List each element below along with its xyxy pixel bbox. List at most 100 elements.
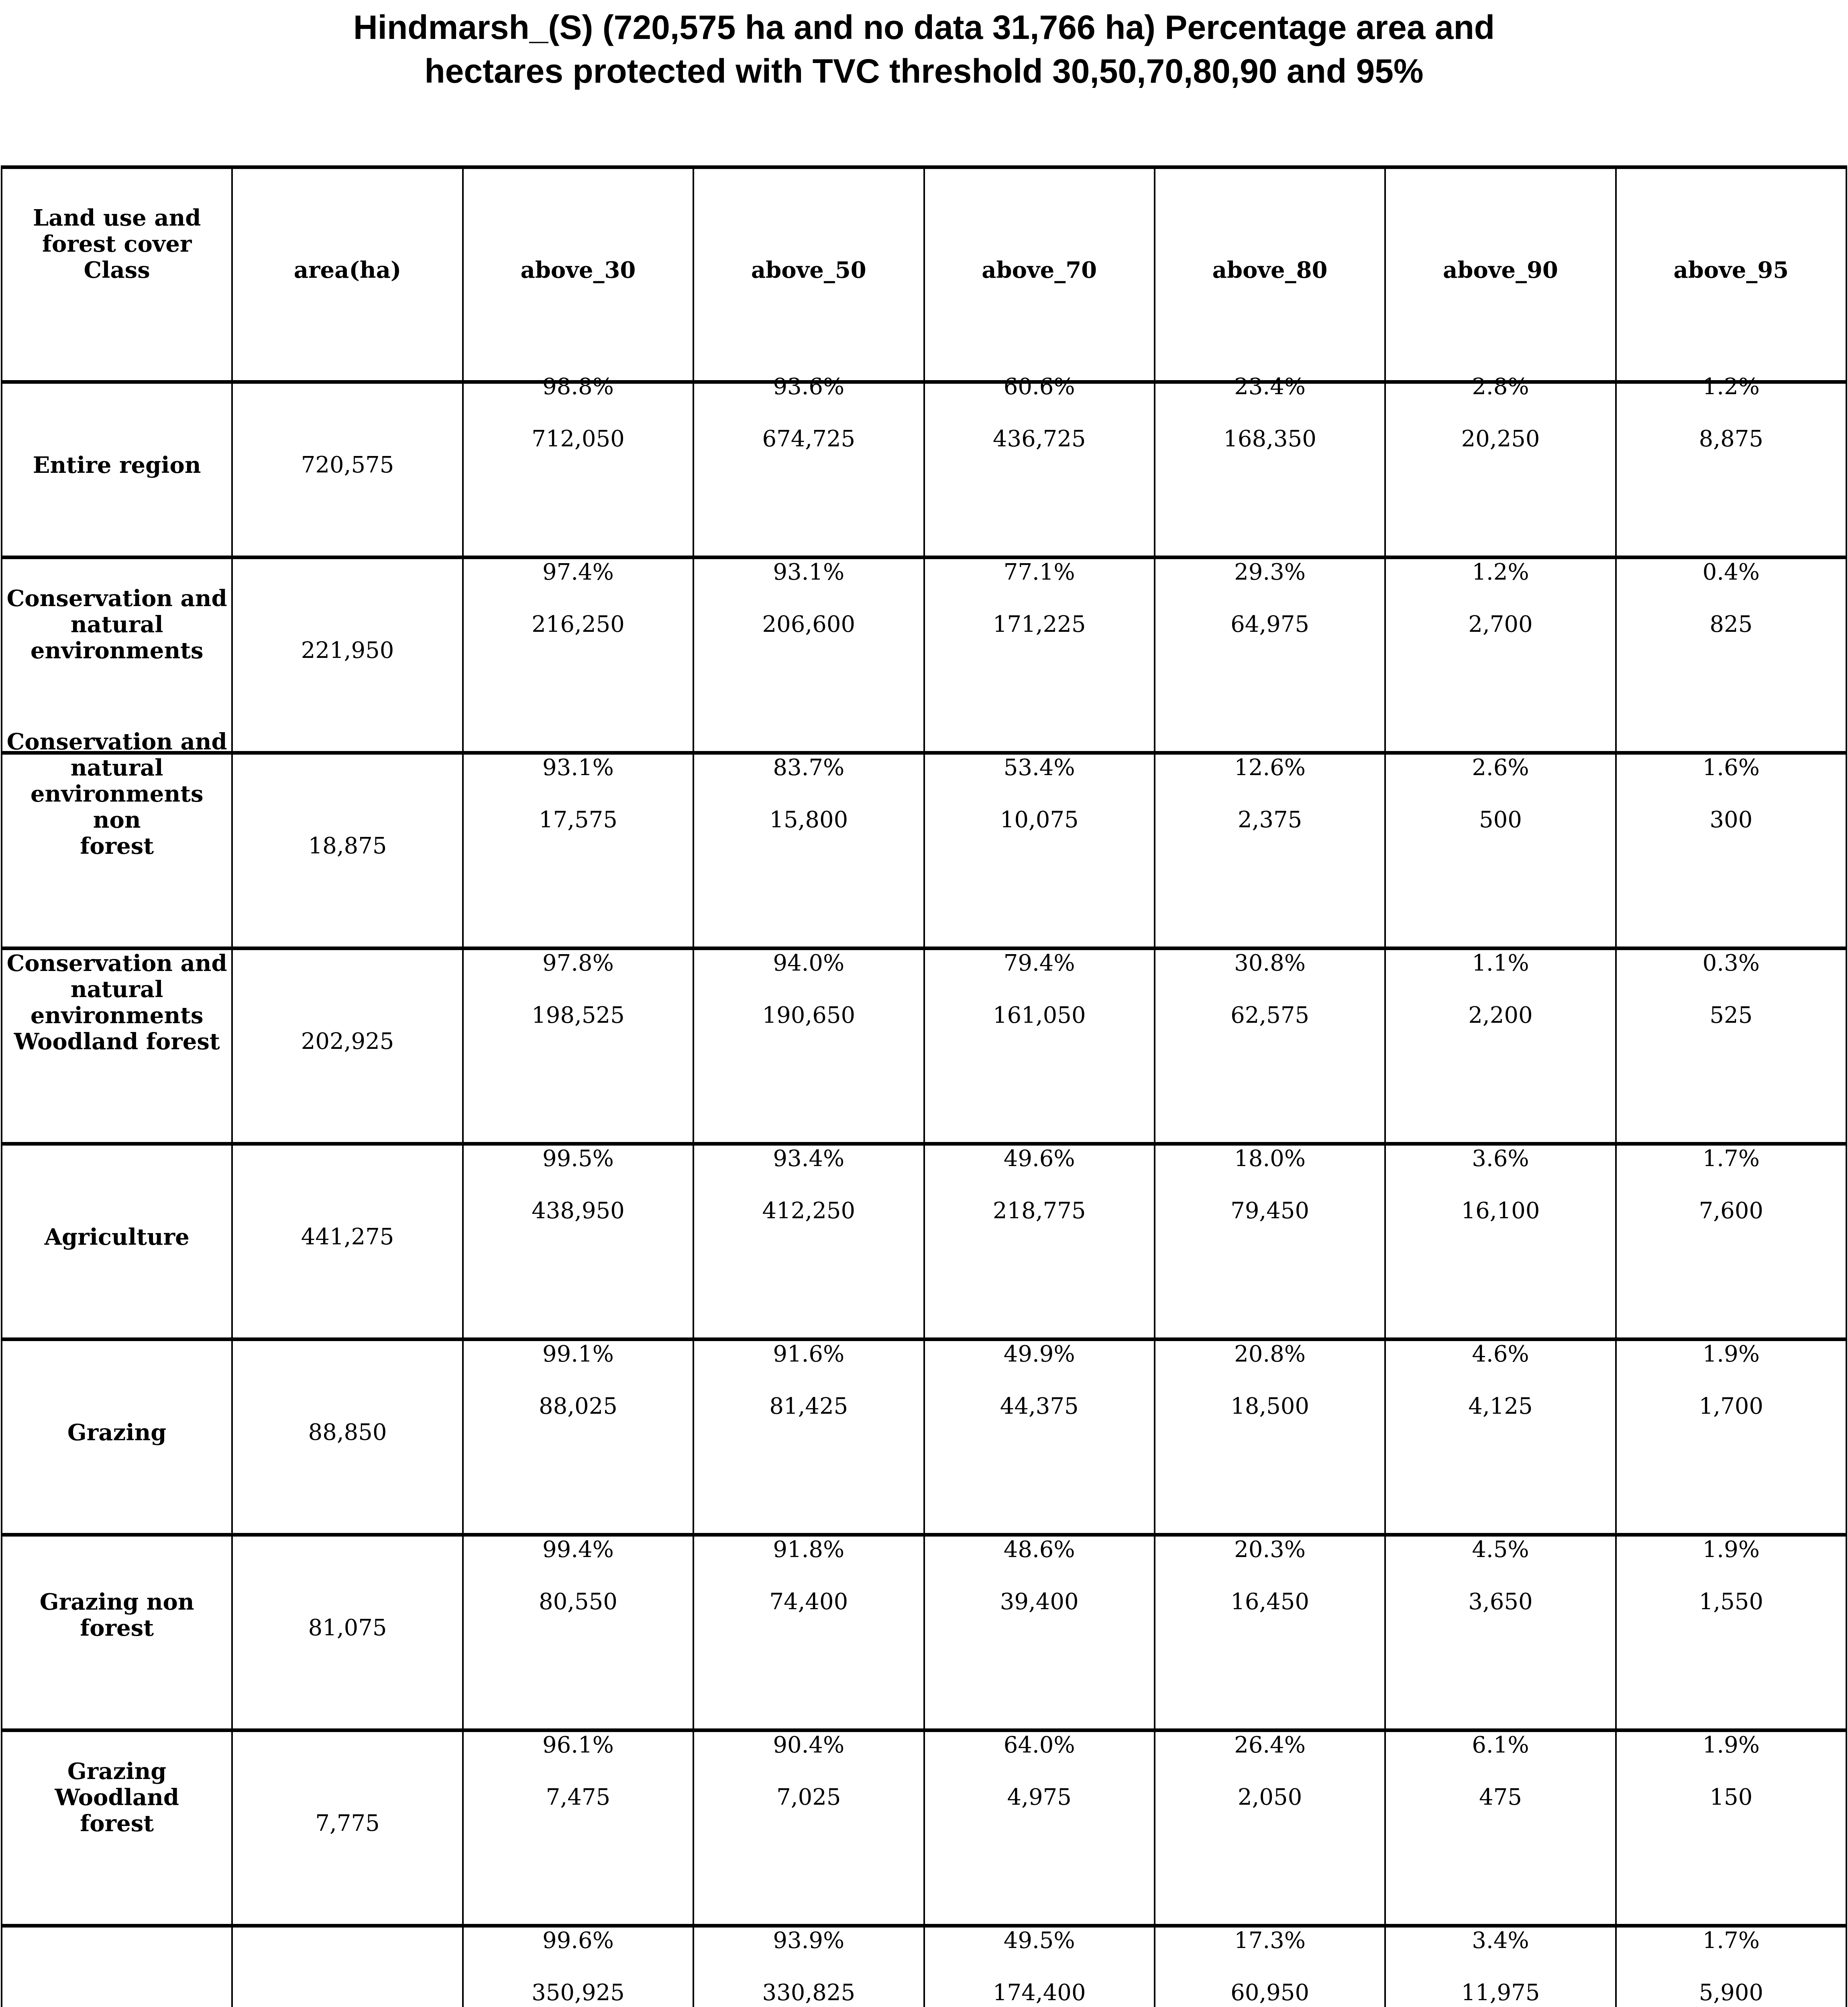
value-cell: 2.8% 20,250 bbox=[1384, 374, 1617, 559]
hectares-value: 17,575 bbox=[538, 807, 617, 833]
percent-value: 2.6% bbox=[1472, 755, 1529, 781]
percent-value: 90.4% bbox=[773, 1732, 845, 1759]
hectares-value: 79,450 bbox=[1231, 1198, 1310, 1224]
value-cell: 64.0% 4,975 bbox=[923, 1728, 1155, 1928]
hectares-value: 216,250 bbox=[532, 611, 625, 638]
area-value: 352,425 bbox=[236, 2006, 458, 2007]
hectares-value: 7,600 bbox=[1699, 1198, 1763, 1224]
percent-value: 99.6% bbox=[542, 1928, 614, 1954]
hectares-value: 44,375 bbox=[1000, 1393, 1079, 1420]
value-cell: 2.6% 500 bbox=[1384, 751, 1617, 950]
value-cell: 49.5% 174,400 bbox=[923, 1924, 1155, 2007]
value-cell: 30.8% 62,575 bbox=[1153, 947, 1386, 1146]
value-cell: 26.4% 2,050 bbox=[1153, 1728, 1386, 1928]
value-cell: 93.6% 674,725 bbox=[693, 374, 925, 559]
value-cell: 49.6% 218,775 bbox=[923, 1142, 1155, 1341]
hectares-value: 168,350 bbox=[1223, 426, 1316, 452]
percent-value: 1.9% bbox=[1702, 1341, 1760, 1368]
value-cell: 99.1% 88,025 bbox=[462, 1337, 695, 1537]
hectares-value: 330,825 bbox=[762, 1980, 856, 2006]
hectares-value: 4,125 bbox=[1468, 1393, 1533, 1420]
percent-value: 77.1% bbox=[1003, 559, 1075, 586]
value-cell: 99.6% 350,925 bbox=[462, 1924, 695, 2007]
table-row: Grazing Woodland forest 7,775 96.1% 7,47… bbox=[0, 1728, 1848, 1928]
hectares-value: 198,525 bbox=[532, 1002, 625, 1029]
value-cell: 1.7% 7,600 bbox=[1615, 1142, 1848, 1341]
value-cell: 60.6% 436,725 bbox=[923, 374, 1155, 559]
hectares-value: 11,975 bbox=[1461, 1980, 1540, 2006]
percent-value: 49.9% bbox=[1003, 1341, 1075, 1368]
value-cell: 97.4% 216,250 bbox=[462, 556, 695, 755]
percent-value: 1.2% bbox=[1472, 559, 1529, 586]
value-cell: 23.4% 168,350 bbox=[1153, 374, 1386, 559]
percent-value: 1.7% bbox=[1702, 1928, 1760, 1954]
hectares-value: 500 bbox=[1479, 807, 1522, 833]
percent-value: 91.8% bbox=[773, 1537, 845, 1563]
value-cell: 83.7% 15,800 bbox=[693, 751, 925, 950]
value-cell: 18.0% 79,450 bbox=[1153, 1142, 1386, 1341]
value-cell: 48.6% 39,400 bbox=[923, 1533, 1155, 1732]
value-cell: 98.8% 712,050 bbox=[462, 374, 695, 559]
hectares-value: 2,050 bbox=[1237, 1784, 1302, 1811]
value-cell: 91.8% 74,400 bbox=[693, 1533, 925, 1732]
percent-value: 1.9% bbox=[1702, 1537, 1760, 1563]
value-cell: 1.6% 300 bbox=[1615, 751, 1848, 950]
hectares-value: 4,975 bbox=[1007, 1784, 1072, 1811]
column-header-above-50: above_50 bbox=[751, 257, 866, 284]
percent-value: 20.3% bbox=[1234, 1537, 1306, 1563]
percent-value: 98.8% bbox=[542, 374, 614, 400]
percent-value: 30.8% bbox=[1234, 950, 1306, 977]
hectares-value: 74,400 bbox=[769, 1589, 848, 1615]
percent-value: 79.4% bbox=[1003, 950, 1075, 977]
value-cell: 1.9% 150 bbox=[1615, 1728, 1848, 1928]
percent-value: 99.5% bbox=[542, 1146, 614, 1172]
percent-value: 20.8% bbox=[1234, 1341, 1306, 1368]
percent-value: 23.4% bbox=[1234, 374, 1306, 400]
hectares-value: 412,250 bbox=[762, 1198, 856, 1224]
percent-value: 26.4% bbox=[1234, 1732, 1306, 1759]
table-row: Agriculture 441,275 99.5% 438,950 93.4% … bbox=[0, 1142, 1848, 1341]
column-header-above-80: above_80 bbox=[1212, 257, 1328, 284]
table-row: Grazing 88,850 99.1% 88,025 91.6% 81,425… bbox=[0, 1337, 1848, 1537]
percent-value: 93.6% bbox=[773, 374, 845, 400]
percent-value: 29.3% bbox=[1234, 559, 1306, 586]
landuse-class-label: Conservation and natural environments Wo… bbox=[6, 950, 227, 1055]
hectares-value: 2,200 bbox=[1468, 1002, 1533, 1029]
percent-value: 64.0% bbox=[1003, 1732, 1075, 1759]
percent-value: 49.5% bbox=[1003, 1928, 1075, 1954]
hectares-value: 674,725 bbox=[762, 426, 856, 452]
hectares-value: 2,700 bbox=[1468, 611, 1533, 638]
percent-value: 83.7% bbox=[773, 755, 845, 781]
landuse-class-label: Entire region bbox=[33, 452, 201, 479]
value-cell: 4.6% 4,125 bbox=[1384, 1337, 1617, 1537]
percent-value: 4.6% bbox=[1472, 1341, 1529, 1368]
hectares-value: 81,425 bbox=[769, 1393, 848, 1420]
column-header-area: area(ha) bbox=[293, 257, 401, 284]
hectares-value: 16,100 bbox=[1461, 1198, 1540, 1224]
table-row: Conservation and natural environments no… bbox=[0, 729, 1848, 950]
hectares-value: 218,775 bbox=[992, 1198, 1086, 1224]
value-cell: 1.7% 5,900 bbox=[1615, 1924, 1848, 2007]
value-cell: 4.5% 3,650 bbox=[1384, 1533, 1617, 1732]
value-cell: 53.4% 10,075 bbox=[923, 751, 1155, 950]
column-header-above-95: above_95 bbox=[1673, 257, 1789, 284]
percent-value: 93.1% bbox=[773, 559, 845, 586]
percent-value: 96.1% bbox=[542, 1732, 614, 1759]
percent-value: 6.1% bbox=[1472, 1732, 1529, 1759]
landuse-class-label: Cropping bbox=[6, 2006, 228, 2007]
percent-value: 17.3% bbox=[1234, 1928, 1306, 1954]
hectares-value: 300 bbox=[1709, 807, 1753, 833]
hectares-value: 206,600 bbox=[762, 611, 856, 638]
percent-value: 4.5% bbox=[1472, 1537, 1529, 1563]
hectares-value: 350,925 bbox=[532, 1980, 625, 2006]
hectares-value: 80,550 bbox=[538, 1589, 617, 1615]
landuse-class-label: Agriculture bbox=[44, 1224, 189, 1251]
value-cell: 12.6% 2,375 bbox=[1153, 751, 1386, 950]
value-cell: 93.4% 412,250 bbox=[693, 1142, 925, 1341]
value-cell: 99.5% 438,950 bbox=[462, 1142, 695, 1341]
percent-value: 49.6% bbox=[1003, 1146, 1075, 1172]
land-use-table: Land use and forest cover Class area(ha)… bbox=[0, 165, 1848, 2007]
hectares-value: 64,975 bbox=[1231, 611, 1310, 638]
area-value: 81,075 bbox=[308, 1615, 387, 1641]
